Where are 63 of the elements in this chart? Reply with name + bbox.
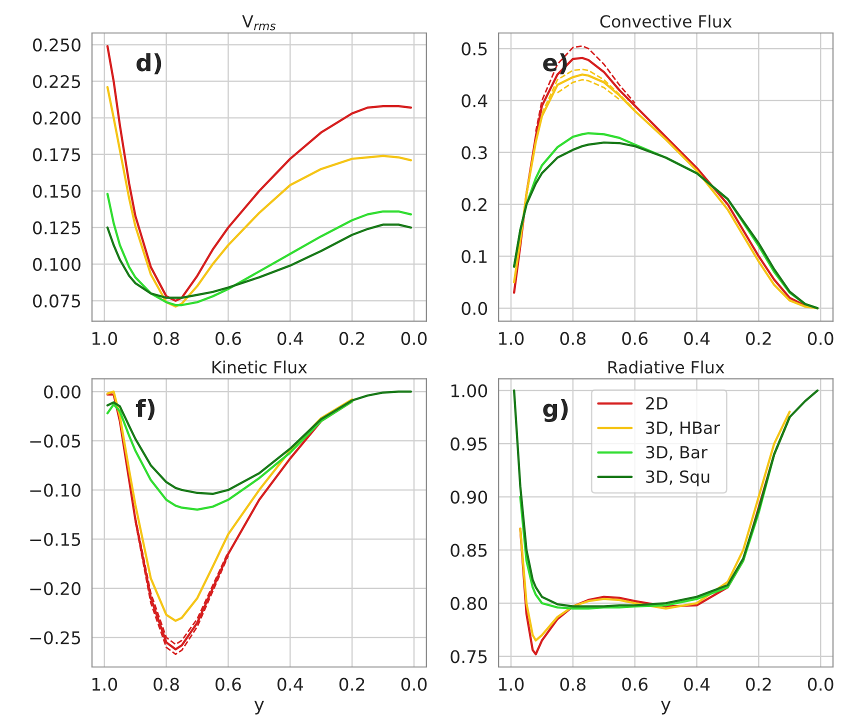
y-tick-label: 0.125 xyxy=(33,221,80,234)
x-tick-label: 0.2 xyxy=(746,678,771,691)
x-axis-title: y xyxy=(254,700,264,714)
y-tick-label: 0.175 xyxy=(33,148,80,162)
x-tick-label: 0.8 xyxy=(154,678,179,691)
y-tick-label: 0.90 xyxy=(450,490,488,504)
x-tick-label: 0.0 xyxy=(401,332,427,346)
x-tick-label: 0.6 xyxy=(622,332,648,346)
x-tick-label: 0.6 xyxy=(622,678,648,691)
legend-label: 3D, HBar xyxy=(646,421,720,436)
y-tick-label: −0.20 xyxy=(30,582,80,596)
chart-title: Radiative Flux xyxy=(608,360,724,374)
y-tick-label: 0.4 xyxy=(462,94,488,108)
y-tick-label: 0.5 xyxy=(462,42,487,56)
y-tick-label: −0.25 xyxy=(30,631,80,644)
x-tick-label: 0.2 xyxy=(339,678,364,691)
x-tick-label: 0.8 xyxy=(154,332,179,346)
x-tick-label: 1.0 xyxy=(499,332,524,346)
x-tick-label: 0.8 xyxy=(560,332,586,346)
chart-title: V$_{rms}$ xyxy=(242,15,276,30)
x-tick-label: 0.2 xyxy=(746,332,771,346)
chart-title: Kinetic Flux xyxy=(212,360,307,374)
y-tick-label: −0.05 xyxy=(30,434,80,448)
y-tick-label: 0.85 xyxy=(450,544,487,557)
x-tick-label: 1.0 xyxy=(499,678,524,691)
x-tick-label: 0.8 xyxy=(560,678,586,691)
annotation: f) xyxy=(136,398,155,420)
annotation: g) xyxy=(543,398,568,422)
y-tick-label: 0.0 xyxy=(462,302,488,316)
y-tick-label: 0.80 xyxy=(450,596,488,610)
x-tick-label: 0.6 xyxy=(216,332,241,346)
y-tick-label: 0.1 xyxy=(462,250,487,264)
x-axis-title: y xyxy=(661,700,671,714)
x-tick-label: 0.4 xyxy=(277,678,303,691)
y-tick-label: 0.150 xyxy=(33,184,80,198)
y-tick-label: 0.250 xyxy=(33,38,80,52)
x-tick-label: 0.0 xyxy=(401,678,427,691)
y-tick-label: 1.00 xyxy=(451,384,488,398)
y-tick-label: 0.2 xyxy=(462,198,486,212)
y-tick-label: −0.15 xyxy=(30,532,80,546)
x-tick-label: 1.0 xyxy=(92,678,118,691)
x-tick-label: 0.4 xyxy=(684,678,710,691)
y-tick-label: 0.075 xyxy=(33,294,80,308)
y-tick-label: 0.75 xyxy=(450,650,487,664)
x-tick-label: 0.0 xyxy=(808,678,834,691)
y-tick-label: 0.200 xyxy=(33,112,80,125)
y-tick-label: 0.00 xyxy=(44,385,80,398)
y-tick-label: −0.10 xyxy=(30,484,80,497)
y-tick-label: 0.225 xyxy=(33,74,80,88)
x-tick-label: 0.4 xyxy=(277,332,303,346)
legend-label: 3D, Bar xyxy=(646,446,708,460)
chart-title: Convective Flux xyxy=(600,14,732,28)
x-tick-label: 0.0 xyxy=(808,332,834,346)
legend-label: 2D xyxy=(646,396,668,410)
legend-label: 3D, Squ xyxy=(646,470,710,486)
y-tick-label: 0.3 xyxy=(462,146,487,160)
annotation: d) xyxy=(136,53,162,74)
x-tick-label: 1.0 xyxy=(92,332,118,346)
x-tick-label: 0.2 xyxy=(339,332,364,346)
y-tick-label: 0.95 xyxy=(450,437,487,451)
x-tick-label: 0.6 xyxy=(216,678,241,691)
y-tick-label: 0.100 xyxy=(33,258,80,271)
x-tick-label: 0.4 xyxy=(684,332,710,346)
